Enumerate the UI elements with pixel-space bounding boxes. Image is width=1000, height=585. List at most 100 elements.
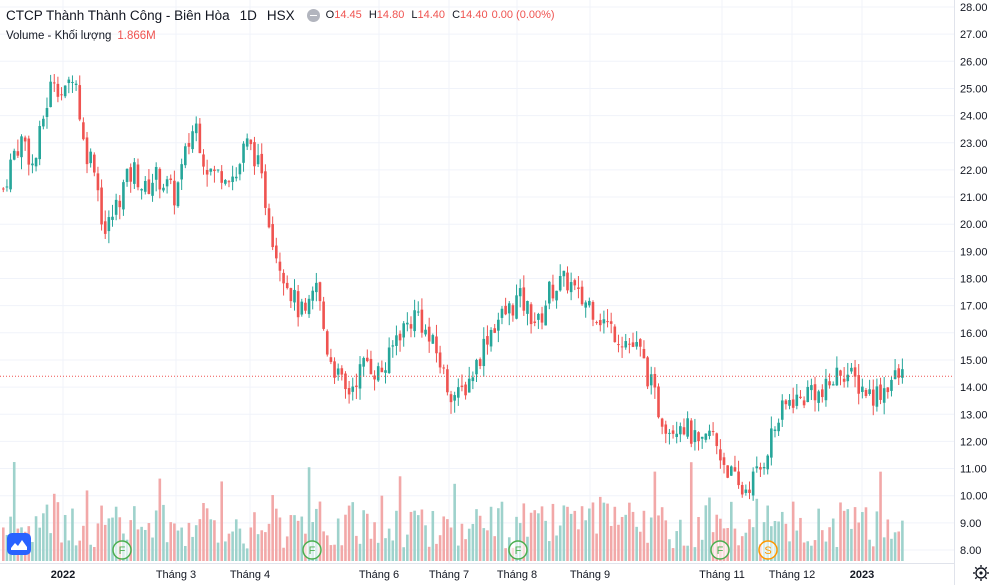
volume-bar [358, 543, 362, 561]
volume-bar [737, 545, 740, 561]
candle-body [56, 83, 60, 97]
volume-bar [260, 530, 264, 561]
candle-body [176, 182, 180, 207]
volume-label[interactable]: Volume - Khối lượng [6, 30, 112, 42]
volume-bar [668, 539, 671, 561]
candle-body [588, 300, 591, 306]
candle-body [711, 431, 715, 433]
candle-body [606, 321, 609, 323]
price-tick-label: 25.00 [960, 83, 988, 95]
tradingview-logo-icon[interactable] [7, 533, 31, 555]
volume-bar [133, 506, 136, 561]
candle-body [740, 485, 744, 495]
candle-body [333, 361, 336, 378]
dividend-marker[interactable]: F [112, 540, 132, 560]
candle-body [234, 176, 238, 179]
volume-bar [355, 535, 358, 561]
dividend-marker[interactable]: F [302, 540, 322, 560]
candle-body [398, 333, 402, 341]
volume-bar [864, 507, 868, 561]
volume-bar [595, 533, 598, 561]
candle-body [755, 466, 759, 469]
candle-body [511, 305, 515, 316]
price-tick-label: 20.00 [960, 219, 988, 231]
candle-body [100, 187, 103, 225]
candle-body [653, 373, 657, 388]
volume-bar [2, 527, 5, 561]
candle-body [424, 329, 427, 335]
candle-body [806, 386, 810, 403]
candle-body [391, 345, 395, 347]
candle-body [730, 466, 733, 476]
volume-bar [566, 506, 569, 561]
price-axis[interactable]: 28.00 27.00 26.00 25.00 24.00 23.00 22.00 21.00… [954, 0, 1000, 585]
gear-icon[interactable] [973, 565, 989, 581]
candle-body [686, 418, 689, 437]
volume-bar [93, 547, 96, 561]
volume-bar [427, 546, 431, 561]
volume-bar [806, 541, 810, 561]
candle-body [351, 386, 355, 392]
volume-bar [686, 545, 689, 561]
candle-body [639, 339, 642, 347]
volume-bar [293, 515, 296, 561]
volume-bar [730, 501, 733, 561]
volume-bar [402, 547, 405, 561]
candle-body [12, 150, 16, 160]
volume-bar [791, 501, 795, 561]
volume-bar [376, 542, 380, 561]
time-tick-label: Tháng 3 [156, 569, 196, 581]
candle-body [60, 94, 63, 96]
candle-body [129, 167, 132, 182]
time-tick-label: Tháng 6 [359, 569, 399, 581]
candle-body [515, 295, 518, 319]
candle-body [2, 188, 5, 190]
symbol-title[interactable]: CTCP Thành Thành Công - Biên Hòa [6, 7, 230, 23]
time-tick-label: Tháng 7 [429, 569, 469, 581]
candle-body [795, 394, 799, 406]
candle-body [497, 319, 500, 331]
volume-bar [100, 505, 103, 561]
candle-body [293, 289, 296, 303]
candle-body [180, 164, 183, 180]
candle-body [78, 85, 82, 120]
volume-value: 1.866M [117, 30, 156, 42]
candle-body [325, 331, 329, 355]
candle-body [322, 301, 325, 329]
dividend-marker[interactable]: F [508, 540, 528, 560]
candle-body [271, 224, 274, 248]
candle-body [340, 368, 344, 375]
volume-bar [679, 519, 682, 561]
interval-label[interactable]: 1D [239, 7, 257, 23]
candle-body [278, 261, 282, 271]
price-tick-label: 11.00 [960, 464, 987, 476]
volume-bar [406, 534, 409, 561]
volume-bar [515, 516, 518, 561]
candle-body [879, 384, 882, 400]
candle-body [715, 433, 719, 447]
candle-body [165, 179, 169, 187]
volume-bar [278, 517, 282, 561]
candle-body [548, 281, 551, 304]
candle-body [839, 370, 842, 376]
volume-bar [831, 518, 835, 561]
time-axis[interactable]: 2022 Tháng 3 Tháng 4 Tháng 6 Tháng 7 Tháng 8 T… [0, 563, 954, 585]
candle-body [493, 328, 496, 333]
volume-bar [580, 506, 584, 561]
volume-bar [136, 529, 140, 561]
eye-hide-icon[interactable] [306, 8, 320, 22]
volume-bar [245, 548, 249, 561]
volume-bar [457, 545, 460, 561]
volume-bar [315, 508, 318, 561]
volume-bar [49, 533, 52, 561]
split-marker[interactable]: S [758, 540, 778, 560]
volume-bar [216, 542, 220, 561]
volume-bar [118, 517, 122, 561]
volume-bar [897, 531, 901, 561]
candle-body [114, 199, 118, 215]
candle-body [540, 313, 544, 323]
candle-body [784, 400, 788, 405]
dividend-marker[interactable]: F [710, 540, 730, 560]
